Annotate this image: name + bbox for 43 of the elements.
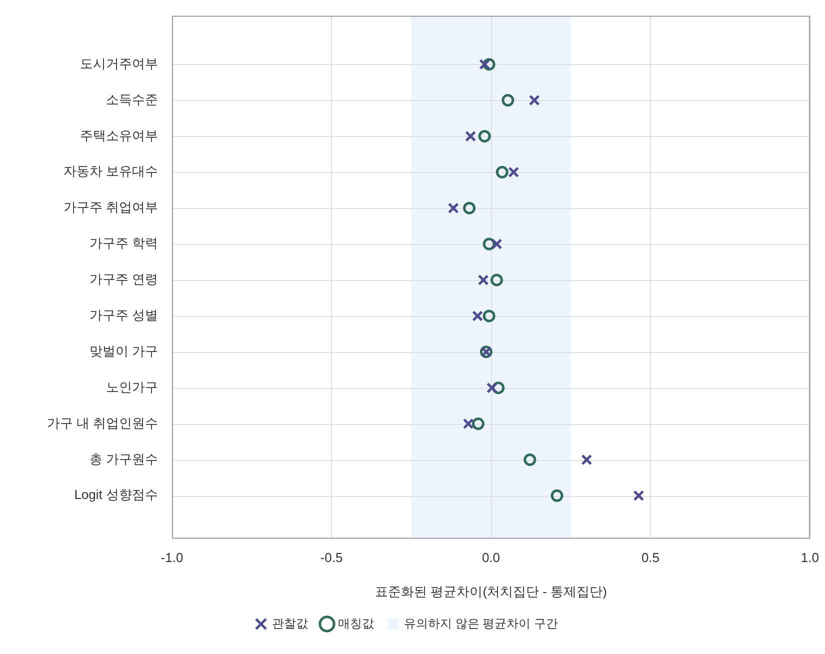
y-tick-label: 가구주 연령	[89, 272, 158, 287]
point	[478, 130, 491, 142]
point	[462, 418, 474, 430]
point	[502, 94, 514, 107]
legend-label: 관찰값	[272, 616, 308, 630]
point	[482, 310, 496, 322]
point	[463, 202, 476, 214]
y-tick-label: Logit 성향점수	[74, 487, 158, 502]
x-tick-label: -0.5	[320, 550, 343, 566]
point	[486, 382, 498, 394]
legend-label: 유의하지 않은 평균차이 구간	[404, 616, 558, 630]
point	[490, 274, 503, 286]
point	[448, 202, 459, 214]
legend-label: 매칭값	[338, 616, 374, 630]
point	[528, 94, 540, 106]
y-tick-label: 소득수준	[106, 92, 158, 107]
y-tick-label: 가구주 취업여부	[63, 200, 158, 215]
point	[508, 166, 520, 178]
x-tick-label: -1.0	[160, 550, 184, 566]
x-tick-label: 0.0	[482, 550, 500, 566]
y-tick-label: 가구 내 취업인원수	[46, 415, 158, 430]
y-tick-label: 가구주 학력	[89, 236, 158, 251]
point	[465, 130, 476, 142]
x-axis-title: 표준화된 평균차이(처치집단 - 통제집단)	[375, 584, 607, 599]
point	[478, 274, 489, 286]
y-tick-label: 가구주 성별	[89, 308, 158, 323]
point	[633, 490, 644, 502]
point	[524, 453, 536, 466]
point	[472, 418, 484, 430]
point	[479, 58, 490, 70]
y-tick-label: 자동차 보유대수	[63, 164, 158, 179]
point	[496, 166, 508, 178]
x-tick-label: 0.5	[641, 550, 660, 566]
x-tick-label: 1.0	[800, 550, 820, 566]
y-tick-label: 도시거주여부	[80, 56, 158, 71]
point	[491, 238, 502, 250]
y-tick-label: 맞벌이 가구	[89, 343, 158, 358]
y-tick-label: 노인가구	[106, 379, 158, 394]
y-tick-label: 주택소유여부	[80, 128, 158, 143]
point	[472, 310, 484, 322]
point	[581, 454, 592, 466]
y-tick-label: 총 가구원수	[89, 451, 158, 466]
point	[550, 489, 564, 502]
